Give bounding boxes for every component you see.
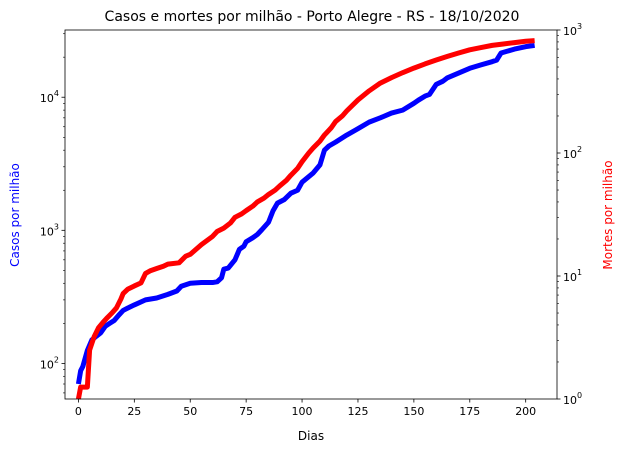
- series-line-right: [75, 38, 535, 400]
- x-tick-label: 200: [515, 405, 536, 418]
- y-axis-left-label: Casos por milhão: [8, 163, 22, 267]
- y-tick-exponent-left: 2: [54, 355, 59, 364]
- chart-title: Casos e mortes por milhão - Porto Alegre…: [105, 9, 520, 25]
- x-tick-label: 175: [459, 405, 480, 418]
- x-tick-label: 150: [403, 405, 424, 418]
- y-axis-right-label: Mortes por milhão: [601, 160, 615, 269]
- y-tick-exponent-right: 3: [577, 22, 582, 31]
- y-tick-exponent-right: 1: [577, 268, 582, 277]
- y-tick-exponent-left: 3: [54, 222, 59, 231]
- x-tick-label: 50: [183, 405, 197, 418]
- x-tick-label: 100: [292, 405, 313, 418]
- ticks-layer: 0 25 50 75 100 125 150 175 200102103104100101102…: [40, 22, 582, 418]
- y-tick-exponent-left: 4: [54, 89, 59, 98]
- x-tick-label: 0: [75, 405, 82, 418]
- y-tick-exponent-right: 2: [577, 145, 582, 154]
- plot-area-frame: [64, 29, 558, 400]
- x-axis-label: Dias: [298, 429, 324, 443]
- series-line-left: [75, 42, 535, 385]
- x-tick-label: 125: [347, 405, 368, 418]
- x-tick-label: 75: [239, 405, 253, 418]
- y-tick-exponent-right: 0: [577, 391, 582, 400]
- series-layer: [75, 38, 535, 400]
- x-tick-label: 25: [127, 405, 141, 418]
